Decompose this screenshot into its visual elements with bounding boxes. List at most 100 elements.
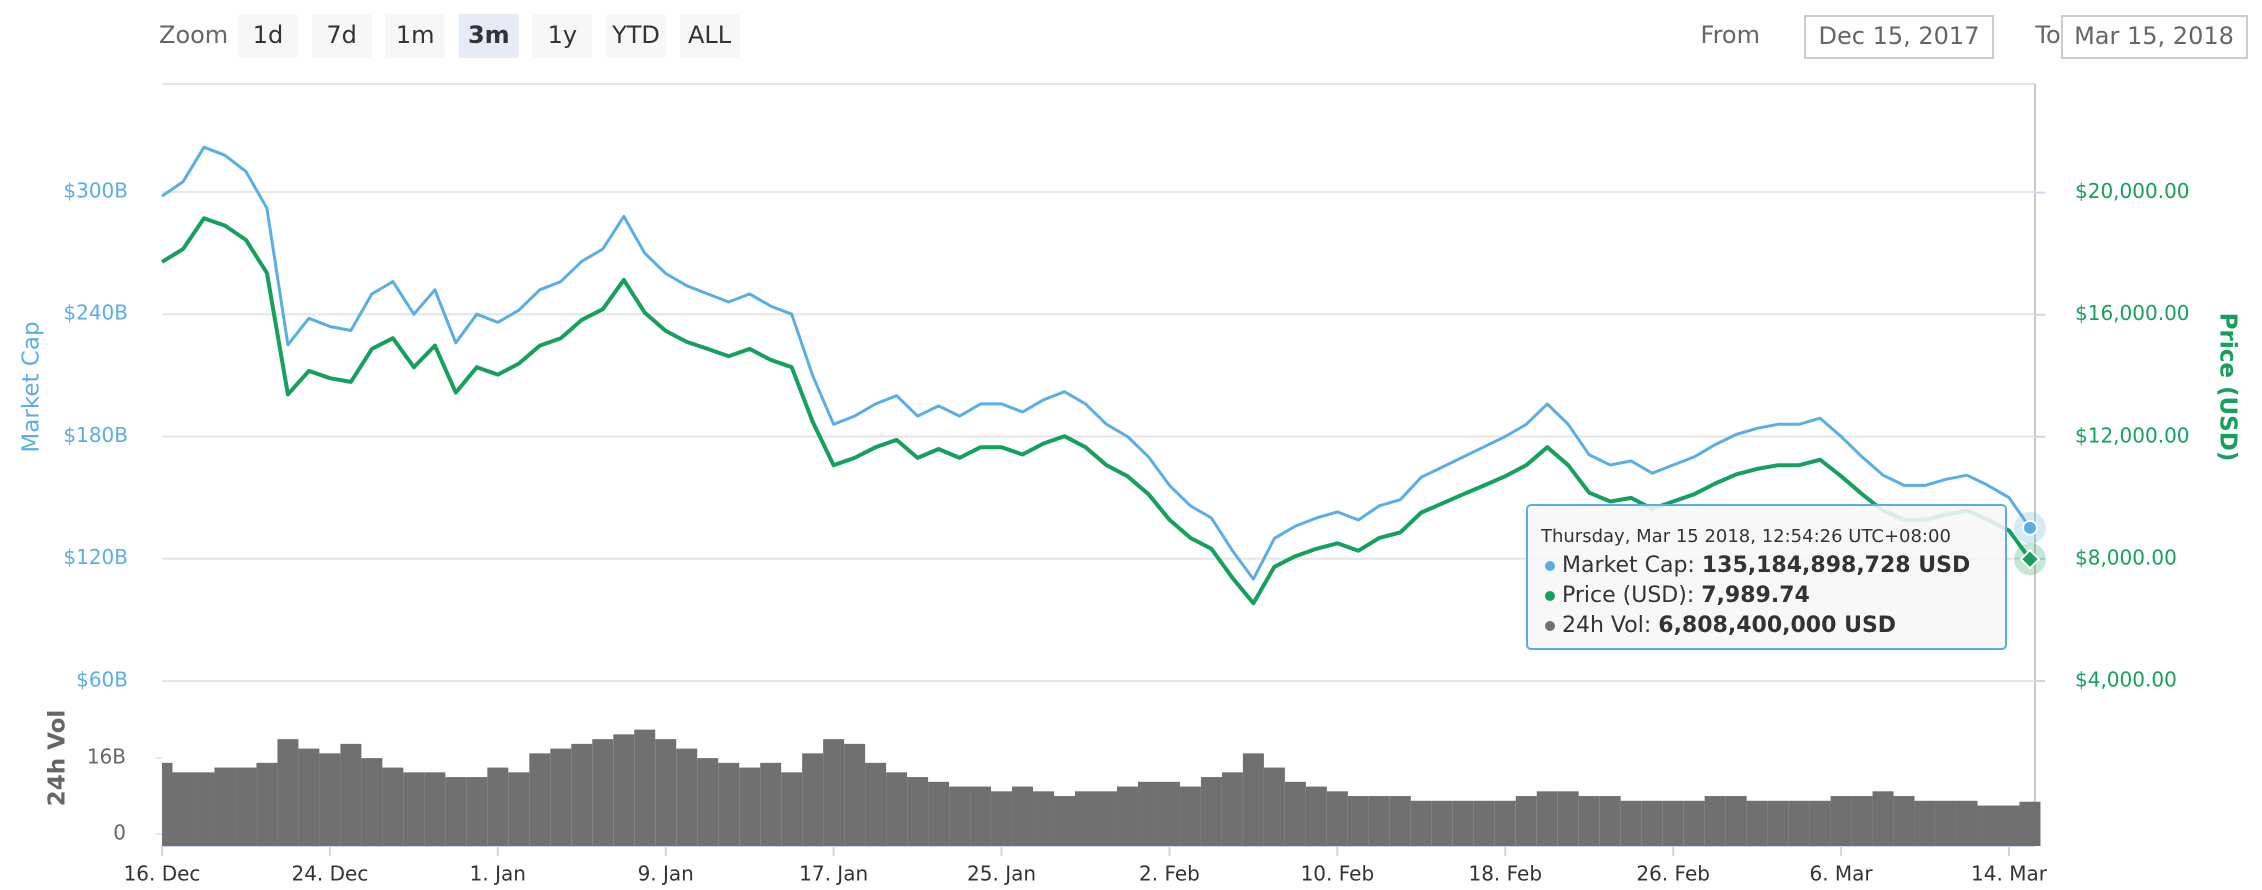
- volume-bar: [1704, 796, 1726, 846]
- zoom-button-label[interactable]: 3m: [468, 21, 510, 49]
- tooltip-bullet: [1545, 591, 1555, 601]
- x-tick-label: 10. Feb: [1301, 862, 1375, 886]
- zoom-button[interactable]: [385, 14, 446, 58]
- tooltip: Thursday, Mar 15 2018, 12:54:26 UTC+08:0…: [1526, 504, 2007, 650]
- zoom-button[interactable]: [532, 14, 593, 58]
- volume-bar: [2019, 801, 2041, 846]
- from-label: From: [1701, 21, 1760, 49]
- volume-bar: [865, 762, 887, 846]
- volume-bar: [403, 772, 425, 846]
- volume-bar: [970, 786, 992, 846]
- volume-bar: [1242, 753, 1264, 846]
- tooltip-bullet: [1545, 621, 1555, 631]
- tooltip-row: Price (USD): 7,989.74: [1562, 583, 1810, 608]
- volume-bar: [1599, 796, 1621, 846]
- volume-bar: [760, 762, 782, 846]
- zoom-button-label[interactable]: 1y: [548, 21, 577, 49]
- y2-tick-label: $12,000.00: [2075, 423, 2190, 447]
- volume-bar: [529, 753, 551, 846]
- x-tick-label: 6. Mar: [1809, 862, 1873, 886]
- volume-bar: [949, 786, 971, 846]
- volume-bar: [1473, 800, 1495, 846]
- from-input[interactable]: [1804, 15, 1994, 59]
- volume-bar: [1347, 796, 1369, 846]
- volume-bar: [634, 729, 656, 846]
- volume-bar: [487, 767, 509, 846]
- volume-bar: [1158, 781, 1180, 846]
- y-tick-label: $60B: [76, 668, 128, 692]
- volume-bar: [1746, 800, 1768, 846]
- volume-bar: [1998, 805, 2020, 846]
- volume-bar: [1914, 800, 1936, 846]
- volume-bar: [1137, 781, 1159, 846]
- volume-bar: [991, 791, 1013, 846]
- y-tick-label: 16B: [87, 745, 126, 769]
- tooltip-box: [1526, 504, 2007, 650]
- volume-bar: [466, 777, 488, 846]
- volume-bar: [1851, 796, 1873, 846]
- volume-bar: [1494, 800, 1516, 846]
- to-label: To: [2034, 21, 2060, 49]
- tooltip-value: 135,184,898,728 USD: [1702, 553, 1970, 578]
- volume-bar: [361, 758, 383, 846]
- y-tick-label: 0: [113, 821, 126, 845]
- zoom-button[interactable]: [679, 14, 740, 58]
- volume-bar: [1620, 800, 1642, 846]
- volume-bar: [1767, 800, 1789, 846]
- to-value[interactable]: Mar 15, 2018: [2074, 22, 2234, 50]
- volume-bar: [1725, 796, 1747, 846]
- x-tick-label: 18. Feb: [1468, 862, 1542, 886]
- volume-bar: [162, 762, 173, 846]
- volume-bar: [1662, 800, 1684, 846]
- zoom-button-label[interactable]: 1d: [253, 21, 284, 49]
- volume-bar: [382, 767, 404, 846]
- hover-point: [2021, 519, 2038, 536]
- tooltip-label: Market Cap:: [1562, 553, 1695, 578]
- volume-bar: [1033, 791, 1055, 846]
- volume-bar: [1977, 805, 1999, 846]
- volume-bar: [1809, 800, 1831, 846]
- volume-bar: [172, 772, 194, 846]
- volume-bar: [193, 772, 215, 846]
- volume-bar: [1956, 800, 1978, 846]
- from-value[interactable]: Dec 15, 2017: [1819, 22, 1980, 50]
- zoom-button-label[interactable]: 1m: [396, 21, 435, 49]
- zoom-button[interactable]: [458, 14, 519, 58]
- volume-bar: [340, 743, 362, 846]
- volume-bar: [508, 772, 530, 846]
- volume-bar: [1830, 796, 1852, 846]
- series-line: [161, 145, 2032, 581]
- series-line: [160, 216, 2032, 606]
- volume-bar: [676, 748, 698, 846]
- volume-bar: [1012, 786, 1034, 846]
- x-tick-label: 1. Jan: [470, 862, 526, 886]
- volume-bar: [1284, 781, 1306, 846]
- y2-tick-label: $16,000.00: [2075, 301, 2190, 325]
- volume-bar: [445, 777, 467, 846]
- volume-bar: [1305, 786, 1327, 846]
- volume-bar: [1326, 791, 1348, 846]
- volume-bar: [298, 748, 320, 846]
- x-tick-label: 9. Jan: [638, 862, 694, 886]
- tooltip-value: 6,808,400,000 USD: [1658, 613, 1896, 638]
- volume-bar: [1431, 800, 1453, 846]
- volume-bar: [655, 739, 677, 846]
- volume-bar: [1557, 791, 1579, 846]
- volume-bar: [907, 777, 929, 846]
- x-tick-label: 25. Jan: [967, 862, 1036, 886]
- volume-bar: [823, 739, 845, 846]
- zoom-button[interactable]: [606, 14, 666, 58]
- volume-bar: [277, 739, 299, 846]
- x-tick-label: 16. Dec: [124, 862, 201, 886]
- volume-bar: [592, 739, 614, 846]
- zoom-button[interactable]: [311, 14, 372, 58]
- volume-bar: [1389, 796, 1411, 846]
- volume-bar: [235, 767, 257, 846]
- zoom-button-label[interactable]: 7d: [326, 21, 357, 49]
- zoom-button-label[interactable]: ALL: [688, 21, 732, 49]
- zoom-button-label[interactable]: YTD: [611, 21, 660, 49]
- volume-bar: [1116, 786, 1138, 846]
- to-input[interactable]: [2061, 15, 2248, 59]
- zoom-button[interactable]: [238, 14, 298, 58]
